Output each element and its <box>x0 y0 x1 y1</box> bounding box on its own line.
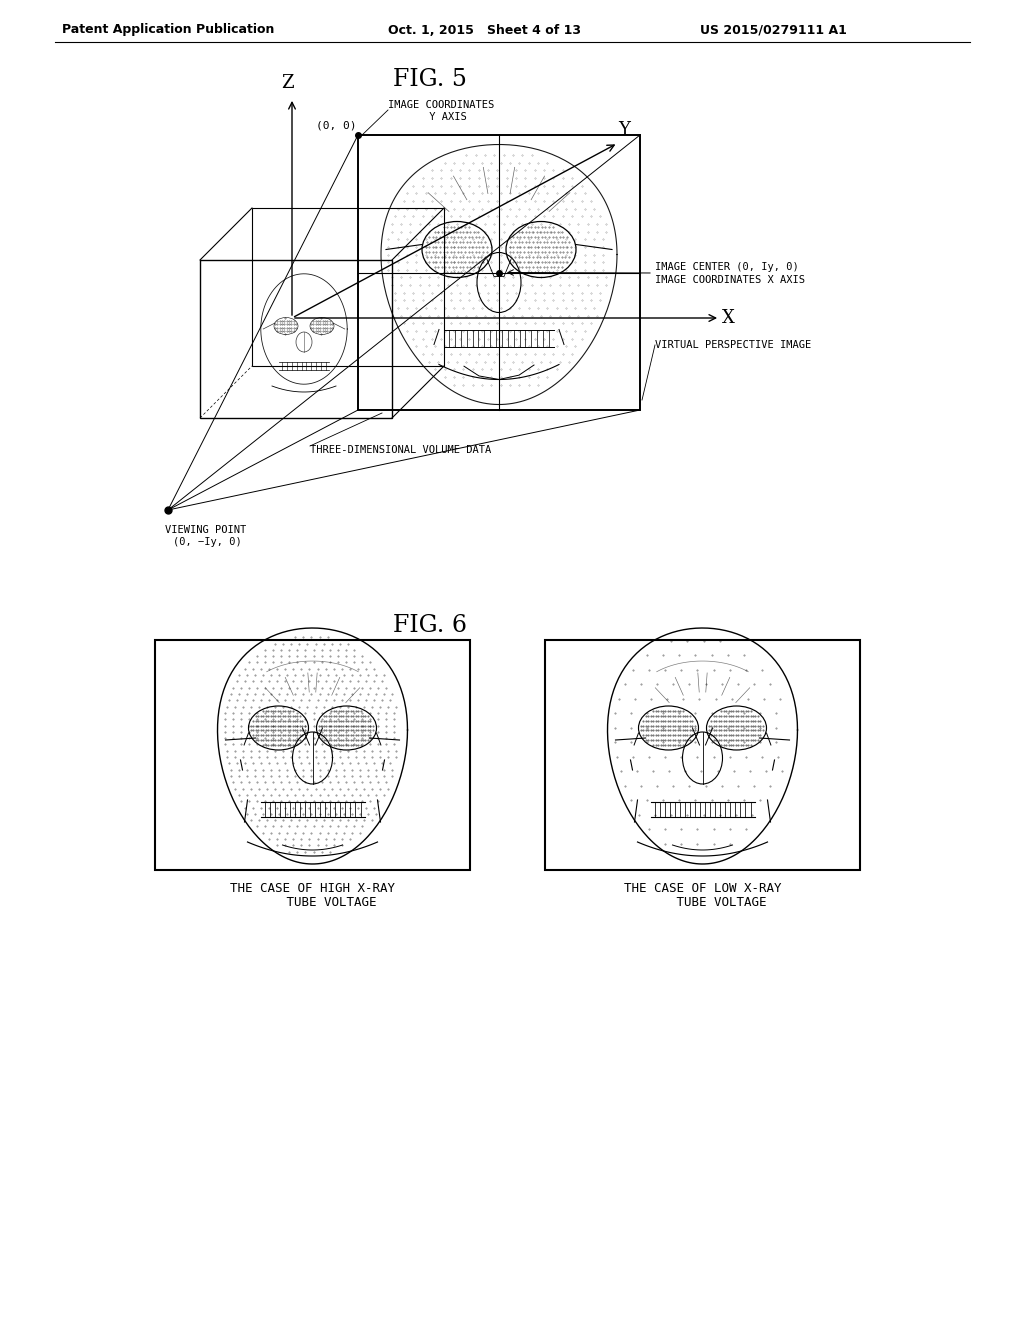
Text: X: X <box>722 309 734 327</box>
Text: THREE-DIMENSIONAL VOLUME DATA: THREE-DIMENSIONAL VOLUME DATA <box>310 445 492 455</box>
Bar <box>155 640 470 870</box>
Text: VIRTUAL PERSPECTIVE IMAGE: VIRTUAL PERSPECTIVE IMAGE <box>655 341 811 350</box>
Text: THE CASE OF LOW X-RAY: THE CASE OF LOW X-RAY <box>624 882 781 895</box>
Text: Y: Y <box>618 121 630 139</box>
Text: FIG. 5: FIG. 5 <box>393 69 467 91</box>
Text: VIEWING POINT: VIEWING POINT <box>165 525 246 535</box>
Text: IMAGE COORDINATES: IMAGE COORDINATES <box>388 100 495 110</box>
Text: THE CASE OF HIGH X-RAY: THE CASE OF HIGH X-RAY <box>230 882 395 895</box>
Text: Patent Application Publication: Patent Application Publication <box>62 24 274 37</box>
Bar <box>252 209 444 366</box>
Text: TUBE VOLTAGE: TUBE VOLTAGE <box>639 895 766 908</box>
Bar <box>358 135 640 411</box>
Text: TUBE VOLTAGE: TUBE VOLTAGE <box>249 895 376 908</box>
Text: Z: Z <box>281 74 293 92</box>
Text: IMAGE COORDINATES X AXIS: IMAGE COORDINATES X AXIS <box>655 275 805 285</box>
Text: (0, 0): (0, 0) <box>316 120 356 129</box>
Text: Oct. 1, 2015   Sheet 4 of 13: Oct. 1, 2015 Sheet 4 of 13 <box>388 24 581 37</box>
Text: US 2015/0279111 A1: US 2015/0279111 A1 <box>700 24 847 37</box>
Text: IMAGE CENTER (0, Iy, 0): IMAGE CENTER (0, Iy, 0) <box>655 261 799 272</box>
Bar <box>545 640 860 870</box>
Text: Y AXIS: Y AXIS <box>398 112 467 121</box>
Text: FIG. 6: FIG. 6 <box>393 614 467 636</box>
Bar <box>200 260 392 418</box>
Text: (0, −Iy, 0): (0, −Iy, 0) <box>173 537 242 546</box>
